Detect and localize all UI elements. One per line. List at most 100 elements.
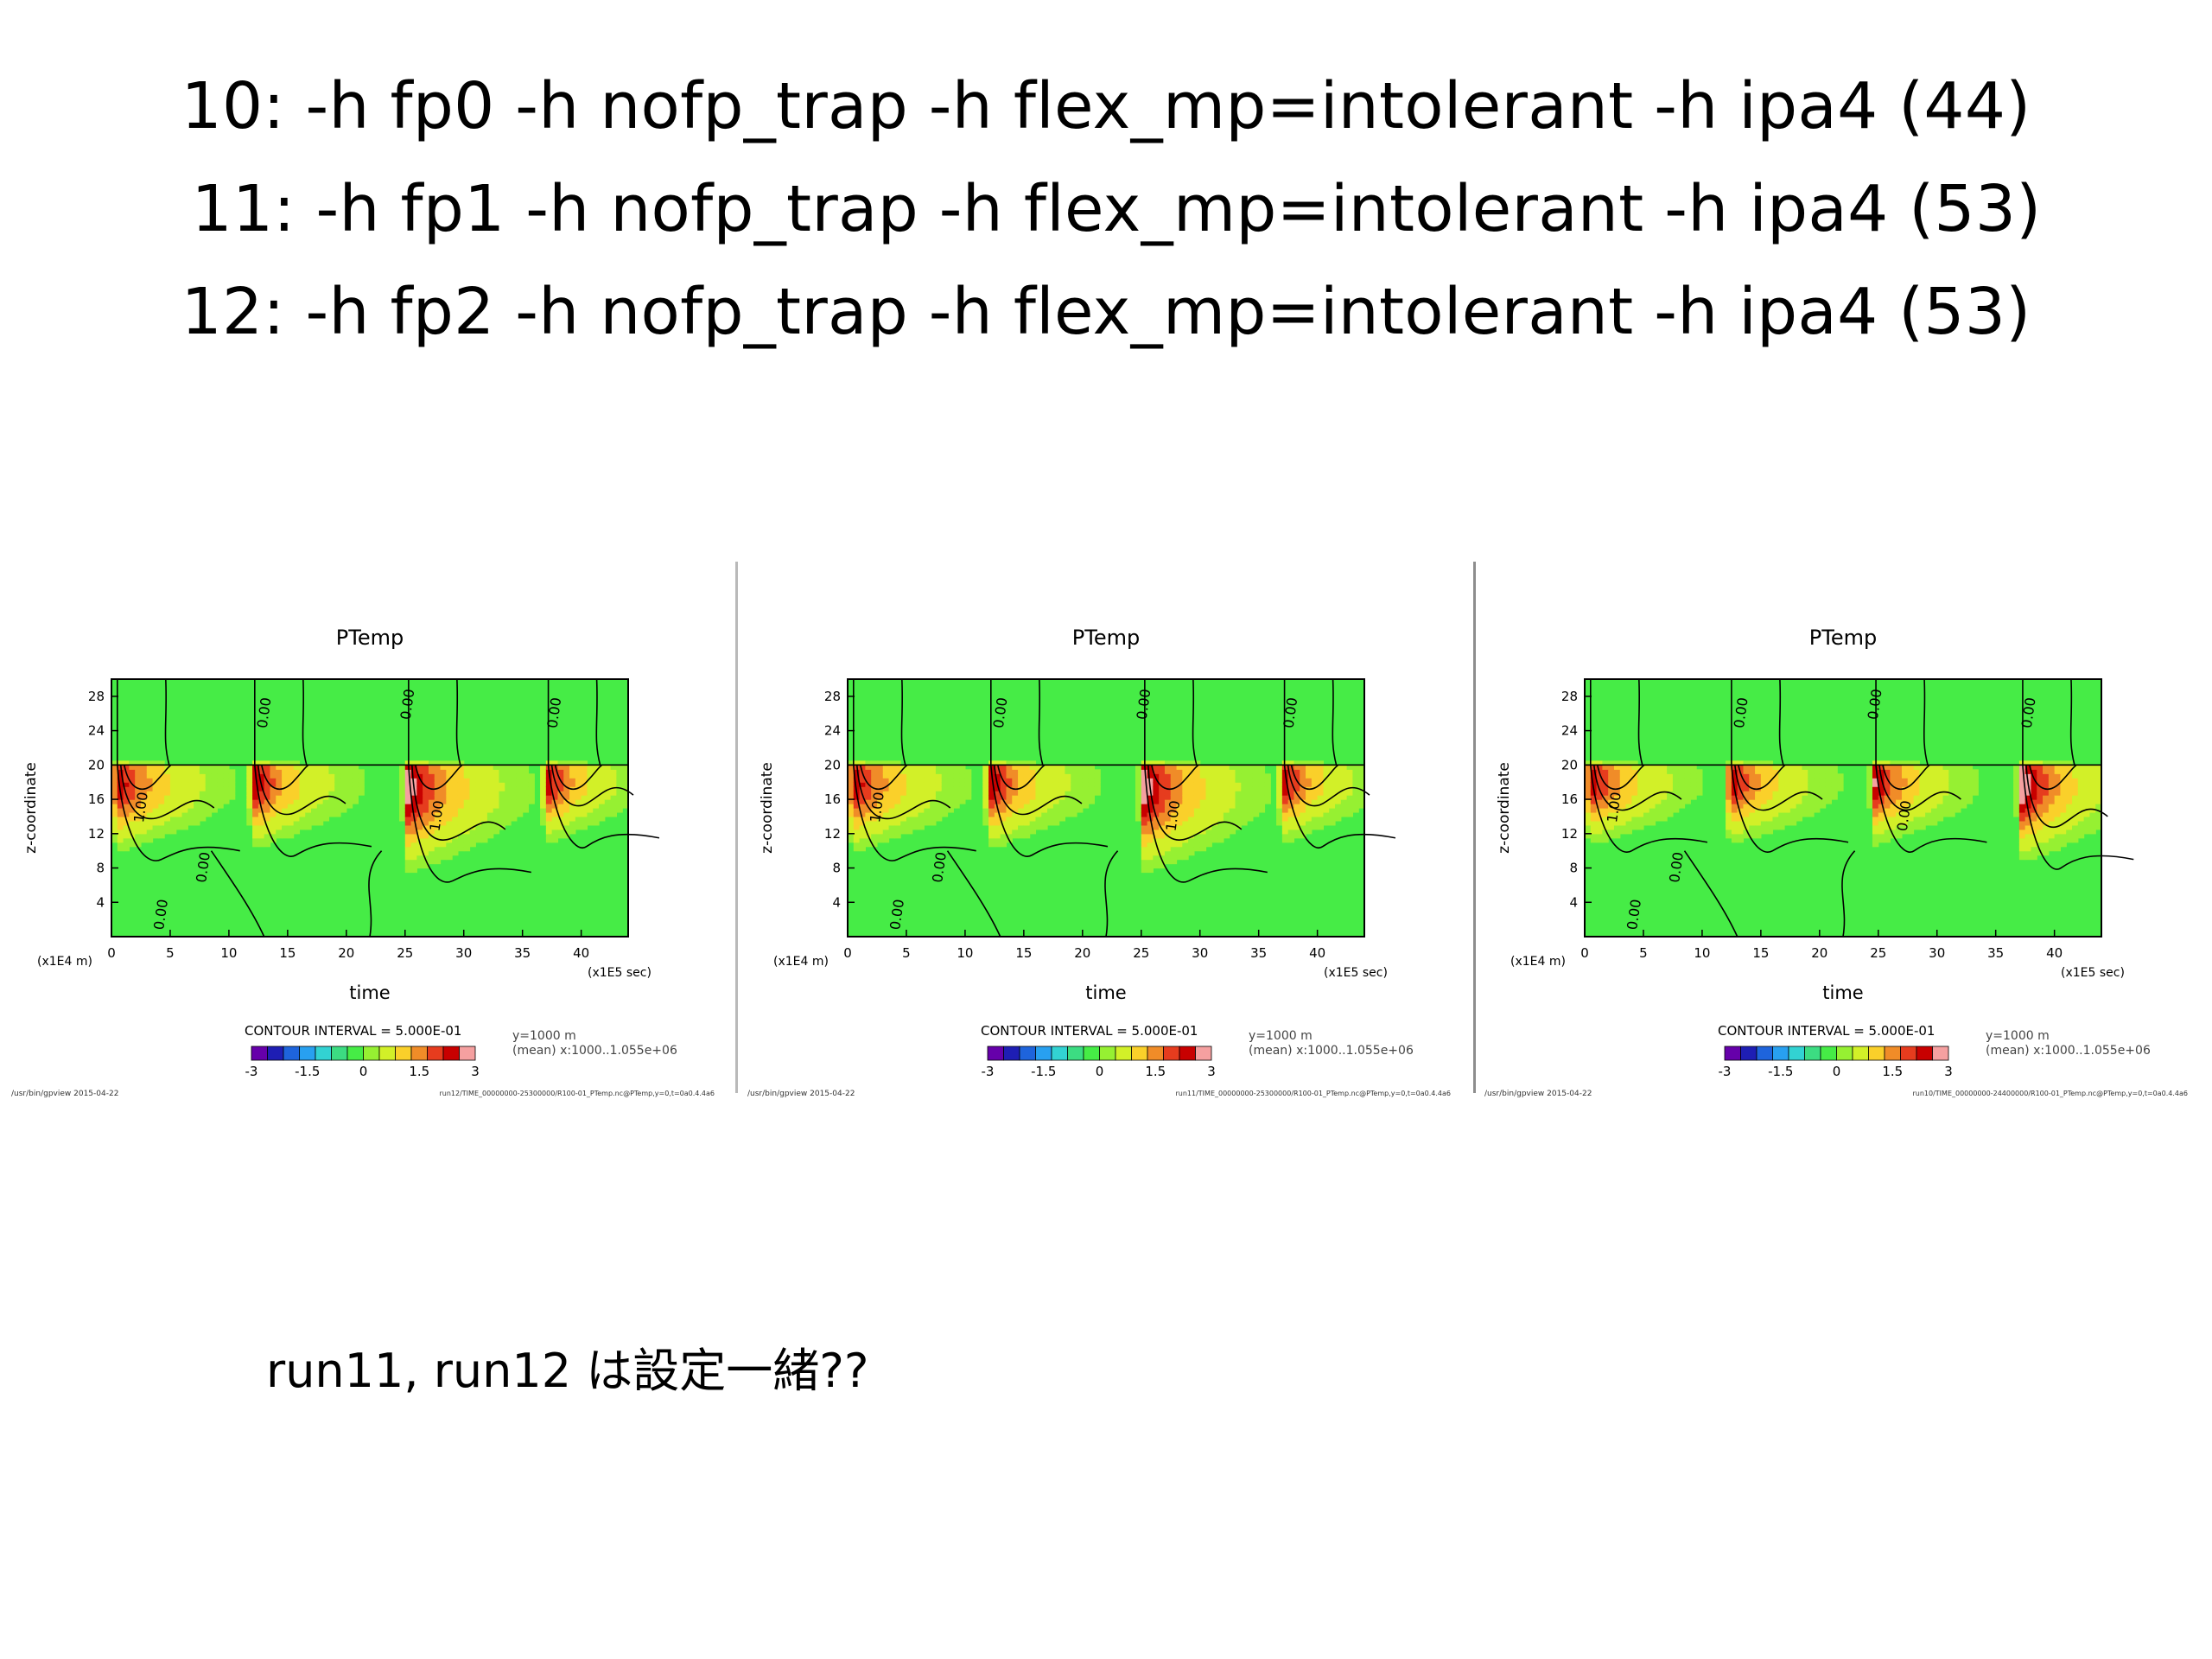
field-cell [2024, 773, 2032, 779]
field-cell [1258, 799, 1266, 804]
field-cell [924, 782, 931, 787]
field-cell [199, 804, 207, 809]
field-cell [888, 786, 895, 791]
field-cell [1901, 778, 1909, 783]
colorbar-cell [1900, 1046, 1917, 1061]
field-cell [953, 804, 960, 809]
field-cell [194, 765, 200, 770]
y-tick-label: 16 [1561, 791, 1578, 807]
field-cell [1919, 778, 1926, 783]
field-cell [129, 842, 136, 848]
field-cell [1235, 799, 1242, 804]
field-cell [859, 820, 866, 826]
field-cell [1619, 829, 1627, 835]
field-cell [452, 811, 459, 817]
field-cell [1217, 829, 1224, 835]
field-cell [2095, 795, 2102, 800]
field-cell [587, 782, 594, 787]
field-cell [1311, 795, 1319, 800]
field-cell [1731, 811, 1738, 817]
field-cell [581, 786, 588, 791]
field-cell [1006, 765, 1013, 770]
field-cell [1737, 824, 1745, 830]
field-cell [446, 773, 453, 779]
field-cell [610, 804, 618, 809]
field-cell [199, 782, 207, 787]
y-tick-label: 12 [88, 826, 105, 842]
field-cell [2060, 773, 2067, 779]
field-cell [410, 824, 417, 830]
field-cell [404, 808, 412, 813]
field-cell [404, 773, 412, 779]
field-cell [129, 778, 136, 783]
field-cell [1814, 786, 1821, 791]
field-cell [1731, 833, 1738, 839]
field-cell [2018, 778, 2026, 783]
field-cell [1170, 816, 1178, 822]
y-tick-label: 20 [1561, 757, 1578, 772]
field-cell [481, 799, 488, 804]
field-cell [2018, 820, 2026, 826]
field-cell [287, 765, 295, 770]
field-cell [1896, 811, 1903, 817]
field-cell [135, 829, 142, 835]
field-cell [469, 833, 476, 839]
field-cell [1831, 786, 1838, 791]
field-cell [1352, 799, 1359, 804]
field-cell [463, 773, 471, 779]
field-cell [1247, 804, 1254, 809]
field-cell [252, 786, 259, 791]
field-cell [2095, 778, 2102, 783]
field-cell [964, 782, 972, 787]
contour-label: 1.00 [1604, 791, 1624, 823]
field-cell [1029, 811, 1037, 817]
field-cell [551, 765, 559, 770]
field-cell [1229, 795, 1236, 800]
field-cell [900, 773, 907, 779]
field-cell [1837, 782, 1844, 787]
field-cell [924, 804, 931, 809]
field-cell [545, 824, 553, 830]
field-cell [1749, 782, 1756, 787]
field-cell [1802, 778, 1808, 783]
field-cell [158, 786, 165, 791]
field-cell [581, 824, 588, 830]
field-cell [1000, 820, 1007, 826]
field-cell [316, 791, 324, 796]
colorbar-cell [1932, 1046, 1949, 1061]
field-cell [1294, 782, 1300, 787]
field-cell [610, 782, 618, 787]
field-cell [1789, 804, 1797, 809]
field-cell [1241, 782, 1248, 787]
field-cell [1925, 778, 1932, 783]
field-cell [1323, 769, 1330, 774]
field-cell [158, 799, 165, 804]
field-cell [428, 855, 435, 861]
field-cell [947, 799, 954, 804]
field-cell [610, 773, 618, 779]
field-cell [906, 811, 913, 817]
field-cell [1602, 811, 1609, 817]
field-cell [1071, 782, 1077, 787]
field-cell [457, 760, 465, 766]
field-cell [1667, 786, 1674, 791]
field-cell [2066, 778, 2073, 783]
field-cell [569, 782, 576, 787]
field-cell [299, 795, 306, 800]
field-cell [1884, 804, 1891, 809]
field-cell [493, 786, 500, 791]
field-cell [486, 769, 494, 774]
field-cell [1872, 786, 1879, 791]
field-cell [2018, 837, 2026, 843]
field-cell [988, 833, 995, 839]
field-cell [252, 795, 259, 800]
field-cell [446, 846, 453, 852]
field-cell [2054, 760, 2062, 766]
field-cell [551, 808, 559, 813]
field-cell [282, 795, 289, 800]
field-cell [593, 782, 600, 787]
field-cell [2083, 816, 2091, 822]
field-cell [2072, 786, 2079, 791]
field-cell [599, 786, 606, 791]
field-cell [1329, 778, 1336, 783]
